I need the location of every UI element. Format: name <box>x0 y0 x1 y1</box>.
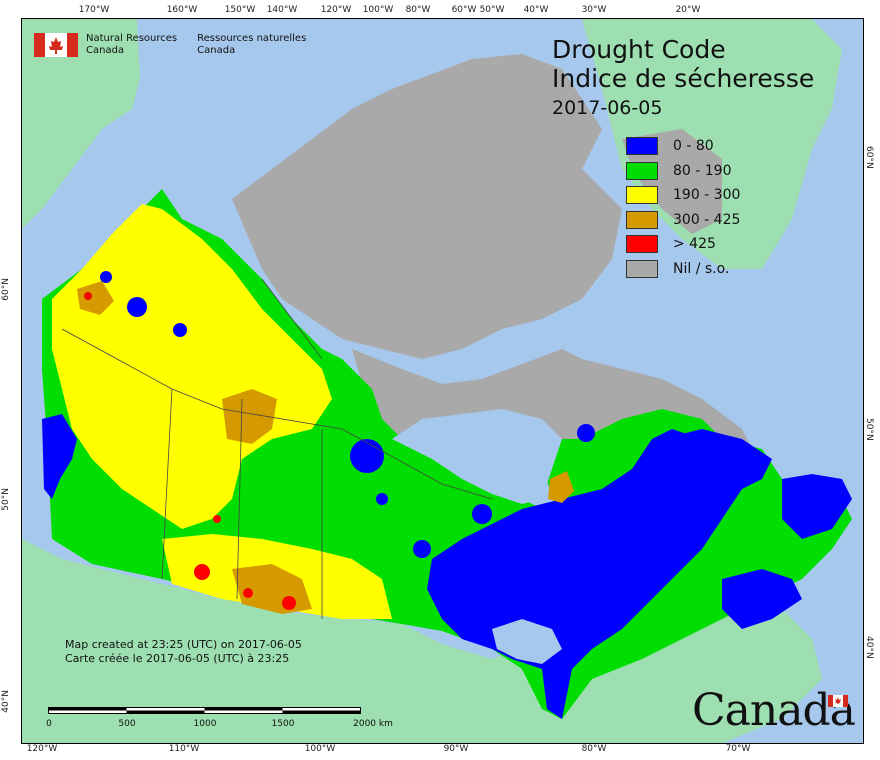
tick-bottom-100w: 100°W <box>304 744 336 754</box>
scale-label-2000: 2000 km <box>353 719 393 729</box>
tick-bottom-110w: 110°W <box>168 744 200 754</box>
red-spot-1 <box>194 564 210 580</box>
legend-swatch <box>626 259 658 278</box>
blue-blob-8 <box>376 493 388 505</box>
legend-row: 0 - 80 <box>626 134 740 159</box>
legend-swatch <box>626 186 658 205</box>
blue-blob-2 <box>173 323 187 337</box>
nrcan-en-line1: Natural Resources <box>86 33 178 44</box>
blue-blob-1 <box>127 297 147 317</box>
legend: 0 - 80 80 - 190 190 - 300 300 - 425 > 425 Nil… <box>626 134 740 281</box>
great-lakes <box>492 619 562 664</box>
coast-blue <box>42 414 77 499</box>
map-frame: Natural Resources Canada Ressources natu… <box>21 18 864 744</box>
tick-top-20w: 20°W <box>675 5 701 15</box>
tick-right-60n: 60°N <box>864 146 874 169</box>
legend-label: Nil / s.o. <box>673 260 730 277</box>
credit-fr: Carte créée le 2017-06-05 (UTC) à 23:25 <box>65 652 290 665</box>
labrador-blue <box>662 429 772 499</box>
newfoundland-blue <box>782 474 852 539</box>
nrcan-signature: Natural Resources Canada Ressources natu… <box>34 33 306 57</box>
maritimes-blue <box>722 569 802 629</box>
orange-quebec <box>548 471 574 503</box>
legend-label: 0 - 80 <box>673 138 714 155</box>
legend-row: 80 - 190 <box>626 159 740 184</box>
credit-en: Map created at 23:25 (UTC) on 2017-06-05 <box>65 638 302 651</box>
tick-top-150w: 150°W <box>224 5 256 15</box>
scale-label-0: 0 <box>46 719 52 729</box>
orange-central <box>222 389 277 444</box>
alaska-land <box>22 19 140 229</box>
legend-row: > 425 <box>626 232 740 257</box>
tick-right-40n: 40°N <box>864 636 874 659</box>
title-date: 2017-06-05 <box>552 97 663 119</box>
legend-swatch <box>626 235 658 254</box>
legend-label: 190 - 300 <box>673 187 741 204</box>
drought-map <box>22 19 863 743</box>
tick-top-160w: 160°W <box>166 5 198 15</box>
tick-top-120w: 120°W <box>320 5 352 15</box>
orange-north <box>77 281 114 315</box>
red-spot-3 <box>243 588 253 598</box>
blue-blob-6 <box>577 424 595 442</box>
scale-label-500: 500 <box>118 719 136 729</box>
hudson-bay <box>392 409 562 504</box>
tick-bottom-70w: 70°W <box>725 744 751 754</box>
canada-flag-icon <box>34 33 78 57</box>
blue-blob-7 <box>413 540 431 558</box>
tick-top-40w: 40°W <box>523 5 549 15</box>
blue-blob-3 <box>100 271 112 283</box>
red-spot-4 <box>84 292 92 300</box>
red-spot-2 <box>282 596 296 610</box>
tick-bottom-90w: 90°W <box>443 744 469 754</box>
scale-label-1500: 1500 <box>271 719 295 729</box>
usa-land <box>22 539 822 743</box>
tick-left-60n: 60°N <box>1 278 11 301</box>
tick-top-50w: 50°W <box>479 5 505 15</box>
nrcan-name-fr: Ressources naturelles Canada <box>197 33 306 57</box>
scale-bar-graphic <box>48 707 361 714</box>
title-en: Drought Code <box>552 35 726 64</box>
nrcan-fr-line1: Ressources naturelles <box>197 33 307 44</box>
boundaries <box>61 278 493 619</box>
legend-swatch <box>626 210 658 229</box>
tick-bottom-120w: 120°W <box>26 744 58 754</box>
legend-swatch <box>626 161 658 180</box>
arctic-islands <box>232 54 622 359</box>
title-fr: Indice de sécheresse <box>552 64 815 93</box>
tick-right-50n: 50°N <box>864 418 874 441</box>
tick-top-80w: 80°W <box>405 5 431 15</box>
legend-label: > 425 <box>673 236 716 253</box>
red-spot-5 <box>213 515 221 523</box>
legend-row: 300 - 425 <box>626 208 740 233</box>
tick-top-30w: 30°W <box>581 5 607 15</box>
legend-label: 80 - 190 <box>673 162 732 179</box>
tick-top-100w: 100°W <box>362 5 394 15</box>
greenland-land <box>582 19 842 269</box>
nrcan-fr-line2: Canada <box>197 45 236 56</box>
wordmark-flag-icon <box>828 695 848 707</box>
legend-row: 190 - 300 <box>626 183 740 208</box>
map-title: Drought Code Indice de sécheresse 2017-0… <box>552 35 814 121</box>
west-yellow <box>52 204 332 529</box>
tick-top-140w: 140°W <box>266 5 298 15</box>
tick-left-50n: 50°N <box>1 488 11 511</box>
map-credit: Map created at 23:25 (UTC) on 2017-06-05… <box>65 638 302 666</box>
blue-blob-4 <box>350 439 384 473</box>
tick-top-170w: 170°W <box>78 5 110 15</box>
tick-top-60w: 60°W <box>451 5 477 15</box>
canada-wordmark: Canada <box>692 685 856 736</box>
legend-row: Nil / s.o. <box>626 257 740 282</box>
scale-label-1000: 1000 <box>193 719 217 729</box>
scale-bar: 0 500 1000 1500 2000 km <box>46 705 393 735</box>
legend-label: 300 - 425 <box>673 211 741 228</box>
greenland-nil <box>622 129 722 234</box>
tick-bottom-80w: 80°W <box>581 744 607 754</box>
nrcan-en-line2: Canada <box>86 45 125 56</box>
legend-swatch <box>626 137 658 156</box>
nrcan-name-en: Natural Resources Canada <box>86 33 177 57</box>
blue-blob-5 <box>472 504 492 524</box>
tick-left-40n: 40°N <box>1 690 11 713</box>
